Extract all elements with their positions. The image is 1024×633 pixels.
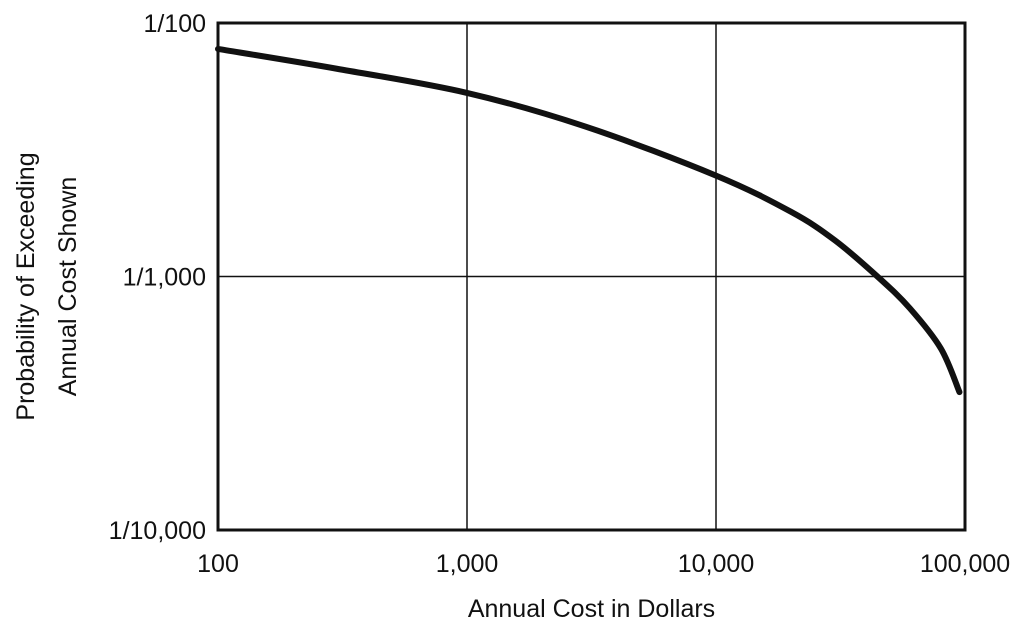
- series-line: [215, 45, 963, 396]
- x-tick-label: 100: [197, 550, 239, 578]
- x-axis-title: Annual Cost in Dollars: [468, 595, 715, 623]
- y-axis-title-line-1: Probability of Exceeding: [12, 152, 40, 420]
- y-tick-label: 1/10,000: [109, 517, 206, 545]
- x-tick-labels: 100 1,000 10,000 100,000: [197, 550, 1010, 578]
- y-tick-labels: 1/100 1/1,000 1/10,000: [109, 10, 206, 545]
- y-tick-label: 1/100: [143, 10, 206, 38]
- x-tick-label: 10,000: [678, 550, 754, 578]
- plot-frame: [216, 21, 967, 532]
- x-tick-label: 100,000: [920, 550, 1010, 578]
- x-tick-label: 1,000: [436, 550, 499, 578]
- series-layer: [215, 45, 963, 396]
- y-axis-title: Probability of Exceeding Annual Cost Sho…: [12, 152, 82, 420]
- y-axis-title-line-2: Annual Cost Shown: [54, 177, 82, 397]
- y-tick-label: 1/1,000: [123, 264, 206, 292]
- grid: [218, 23, 965, 530]
